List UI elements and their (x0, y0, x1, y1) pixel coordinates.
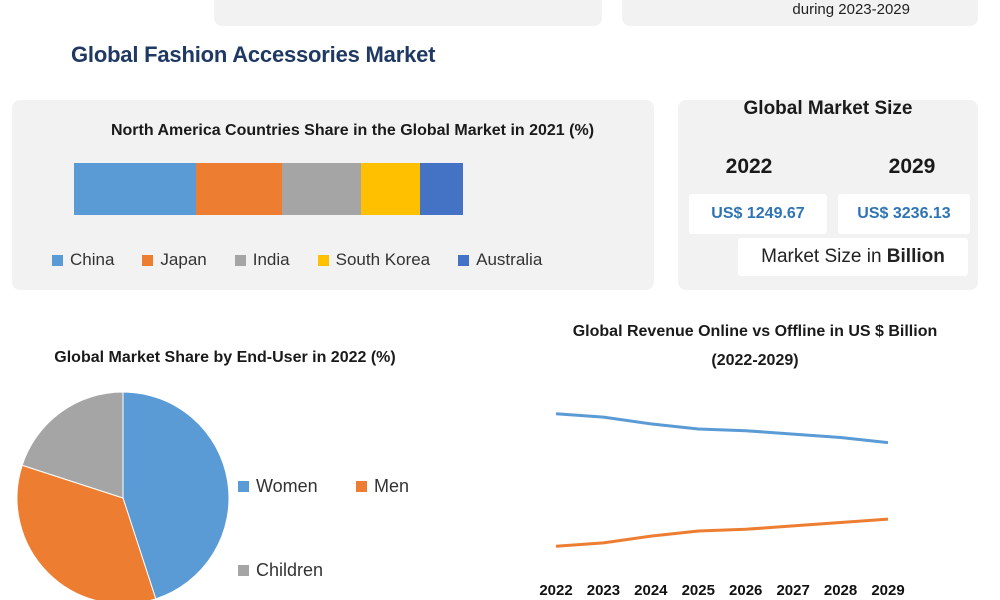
bar-segment-india (282, 163, 361, 215)
legend-label-australia: Australia (476, 250, 543, 269)
revenue-line-chart (555, 412, 889, 548)
legend-swatch-china (52, 254, 63, 266)
x-tick-2024: 2024 (634, 582, 668, 599)
pie-legend-women: Women (238, 476, 318, 497)
pie-legend-men: Men (356, 476, 409, 497)
market-size-unit: Market Size in Billion (738, 238, 968, 276)
pie-slice-children (21, 391, 124, 499)
north-america-chart-title: North America Countries Share in the Glo… (110, 122, 595, 139)
pie-legend-swatch-men (356, 481, 367, 492)
x-tick-2029: 2029 (871, 582, 905, 599)
north-america-stacked-bar (74, 163, 463, 215)
market-size-year-2029: 2029 (888, 155, 936, 178)
forecast-period-text: during 2023-2029 (792, 1, 910, 18)
legend-label-china: China (70, 250, 115, 269)
pie-legend-children: Children (238, 560, 323, 581)
bar-segment-china (74, 163, 196, 215)
top-info-card-right: during 2023-2029 (622, 0, 978, 26)
market-size-value-2029: US$ 3236.13 (838, 194, 970, 234)
pie-slice-men (16, 464, 157, 600)
pie-legend-label-women: Women (256, 476, 318, 496)
revenue-line-series-1 (555, 412, 889, 445)
legend-label-japan: Japan (160, 250, 207, 269)
market-size-value-2022: US$ 1249.67 (689, 194, 827, 234)
end-user-chart-title: Global Market Share by End-User in 2022 … (54, 349, 396, 366)
bar-segment-australia (419, 163, 463, 215)
legend-item-australia: Australia (458, 250, 542, 270)
pie-slice-women (122, 391, 230, 600)
revenue-line-series-2 (555, 517, 889, 548)
legend-swatch-japan (142, 254, 154, 266)
legend-item-india: India (234, 250, 290, 270)
legend-item-south-korea: South Korea (317, 250, 431, 270)
legend-item-china: China (52, 250, 114, 270)
legend-label-india: India (252, 250, 290, 269)
revenue-chart-title: Global Revenue Online vs Offline in US $… (572, 323, 938, 369)
page-title: Global Fashion Accessories Market (71, 42, 436, 67)
legend-label-south-korea: South Korea (335, 250, 431, 269)
revenue-x-axis: 2022 2023 2024 2025 2026 2027 2028 2029 (530, 582, 904, 600)
legend-swatch-australia (458, 254, 470, 266)
legend-swatch-india (234, 254, 246, 266)
x-tick-2022: 2022 (539, 582, 573, 599)
legend-item-japan: Japan (142, 250, 207, 270)
market-size-year-2022: 2022 (725, 155, 773, 178)
legend-swatch-south-korea (317, 254, 329, 266)
x-tick-2027: 2027 (776, 582, 810, 599)
north-america-legend: China Japan India South Korea Australia (52, 250, 570, 270)
x-tick-2025: 2025 (681, 582, 715, 599)
pie-legend-label-children: Children (256, 560, 324, 580)
bar-segment-japan (195, 163, 283, 215)
bar-segment-south-korea (360, 163, 420, 215)
x-tick-2028: 2028 (823, 582, 858, 599)
pie-legend-label-men: Men (374, 476, 410, 496)
pie-legend-swatch-women (238, 481, 249, 492)
x-tick-2023: 2023 (586, 582, 621, 599)
end-user-pie-chart (16, 391, 230, 600)
market-size-unit-bold: Billion (886, 246, 945, 267)
top-info-card-left (214, 0, 602, 26)
market-size-unit-prefix: Market Size in (761, 246, 887, 267)
x-tick-2026: 2026 (729, 582, 763, 599)
pie-legend-swatch-children (238, 565, 249, 576)
market-size-title: Global Market Size (743, 98, 913, 119)
